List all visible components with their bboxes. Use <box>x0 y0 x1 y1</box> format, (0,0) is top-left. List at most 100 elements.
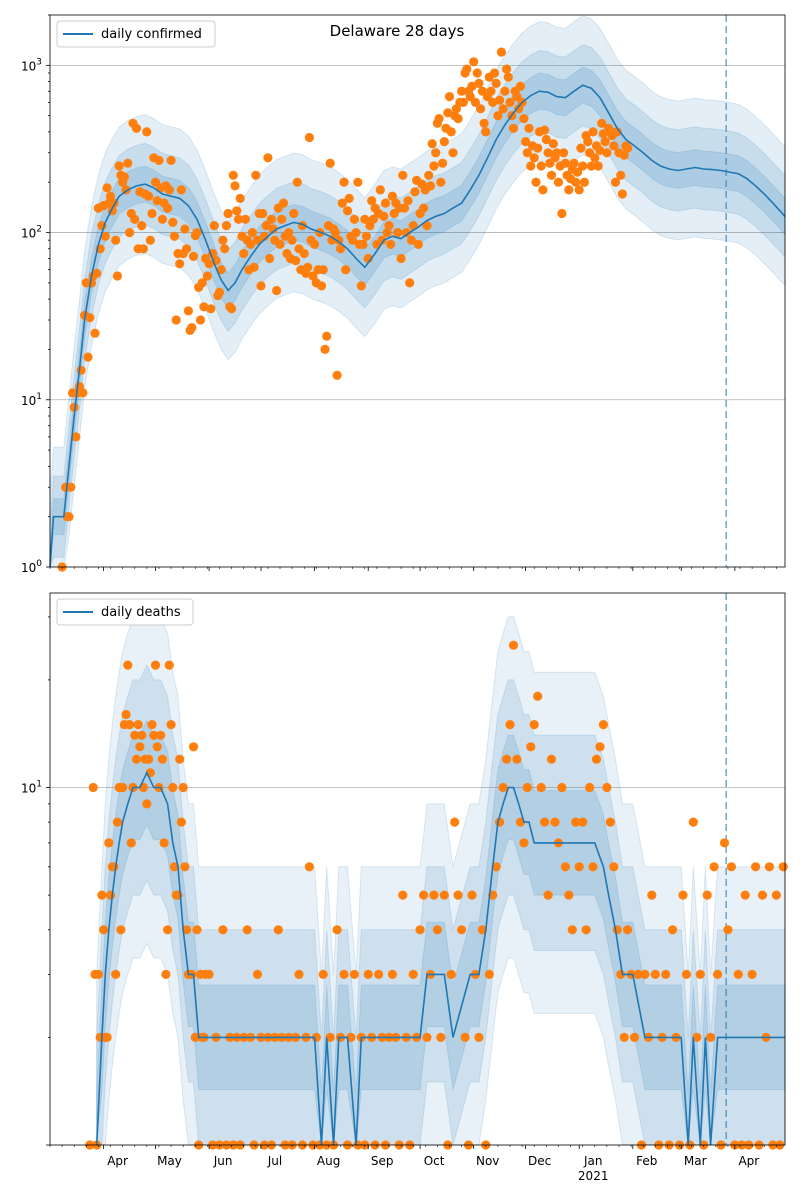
data-point <box>571 817 581 827</box>
data-point <box>393 228 403 238</box>
data-point <box>623 925 633 935</box>
data-point <box>578 161 588 171</box>
data-point <box>491 78 501 88</box>
data-point <box>126 838 136 848</box>
data-point <box>361 231 372 241</box>
data-point <box>166 155 176 165</box>
data-point <box>495 95 505 105</box>
y-tick-label: 101 <box>21 780 42 796</box>
data-point <box>771 890 782 900</box>
data-point <box>422 221 432 231</box>
data-point <box>481 127 491 137</box>
data-point <box>251 170 261 180</box>
chart-title: Delaware 28 days <box>330 22 465 40</box>
data-point <box>579 177 590 187</box>
data-point <box>540 817 550 827</box>
data-point <box>223 208 233 219</box>
data-point <box>591 754 602 764</box>
confirmed-x-ticks <box>49 567 777 571</box>
data-point <box>175 259 185 269</box>
data-point <box>585 782 595 793</box>
data-point <box>498 104 508 114</box>
data-point <box>105 890 116 900</box>
data-point <box>647 890 657 900</box>
data-point <box>398 890 408 900</box>
data-point <box>145 235 155 245</box>
data-point <box>182 244 192 254</box>
data-point <box>342 206 353 216</box>
data-point <box>559 148 569 158</box>
data-point <box>726 862 737 872</box>
data-point <box>133 720 143 730</box>
data-point <box>325 158 335 168</box>
data-point <box>424 170 434 180</box>
data-point <box>318 265 328 275</box>
data-point <box>529 720 539 730</box>
data-point <box>419 890 429 900</box>
data-point <box>190 1032 200 1042</box>
data-point <box>168 782 178 793</box>
data-point <box>367 196 377 206</box>
data-point <box>538 185 548 195</box>
data-point <box>733 969 743 980</box>
data-point <box>327 235 337 245</box>
data-point <box>553 177 564 187</box>
x-tick-label: Oct <box>424 1154 445 1168</box>
data-point <box>751 862 761 872</box>
data-point <box>470 97 480 107</box>
data-point <box>548 139 558 149</box>
data-point <box>278 198 289 208</box>
data-point <box>339 969 349 980</box>
data-point <box>429 161 439 171</box>
confirmed-legend-label: daily confirmed <box>101 27 202 42</box>
data-point <box>230 181 240 191</box>
y-tick-label: 101 <box>21 392 42 408</box>
data-point <box>444 92 455 102</box>
data-point <box>97 890 107 900</box>
data-point <box>252 969 263 980</box>
data-point <box>192 228 202 238</box>
data-point <box>453 114 463 124</box>
data-point <box>130 730 140 740</box>
data-point <box>204 969 214 980</box>
data-point <box>508 640 519 650</box>
data-point <box>88 782 98 793</box>
data-point <box>450 817 460 827</box>
data-point <box>546 170 557 180</box>
data-point <box>66 482 76 492</box>
data-point <box>382 228 392 238</box>
data-point <box>474 78 484 88</box>
data-point <box>176 817 186 827</box>
data-point <box>522 782 532 793</box>
data-point <box>439 137 449 147</box>
x-tick-label: Apr <box>107 1154 128 1168</box>
data-point <box>422 1032 432 1042</box>
data-point <box>180 224 190 234</box>
data-point <box>432 925 442 935</box>
data-point <box>131 123 142 133</box>
data-point <box>489 68 500 78</box>
data-point <box>764 862 775 872</box>
data-point <box>171 315 181 325</box>
data-point <box>256 281 266 291</box>
data-point <box>147 720 157 730</box>
data-point <box>227 304 237 314</box>
data-point <box>150 660 161 670</box>
data-point <box>472 68 482 78</box>
data-point <box>469 57 479 67</box>
data-point <box>399 203 410 213</box>
data-point <box>526 161 536 171</box>
data-point <box>168 217 178 227</box>
data-point <box>273 925 283 935</box>
data-point <box>111 969 121 980</box>
data-point <box>152 742 162 752</box>
data-point <box>578 817 588 827</box>
data-point <box>668 925 678 935</box>
series-line <box>95 770 785 1146</box>
data-point <box>476 104 486 114</box>
data-point <box>581 925 591 935</box>
data-point <box>446 127 456 137</box>
data-point <box>183 306 193 316</box>
data-point <box>303 262 313 272</box>
data-point <box>564 890 574 900</box>
